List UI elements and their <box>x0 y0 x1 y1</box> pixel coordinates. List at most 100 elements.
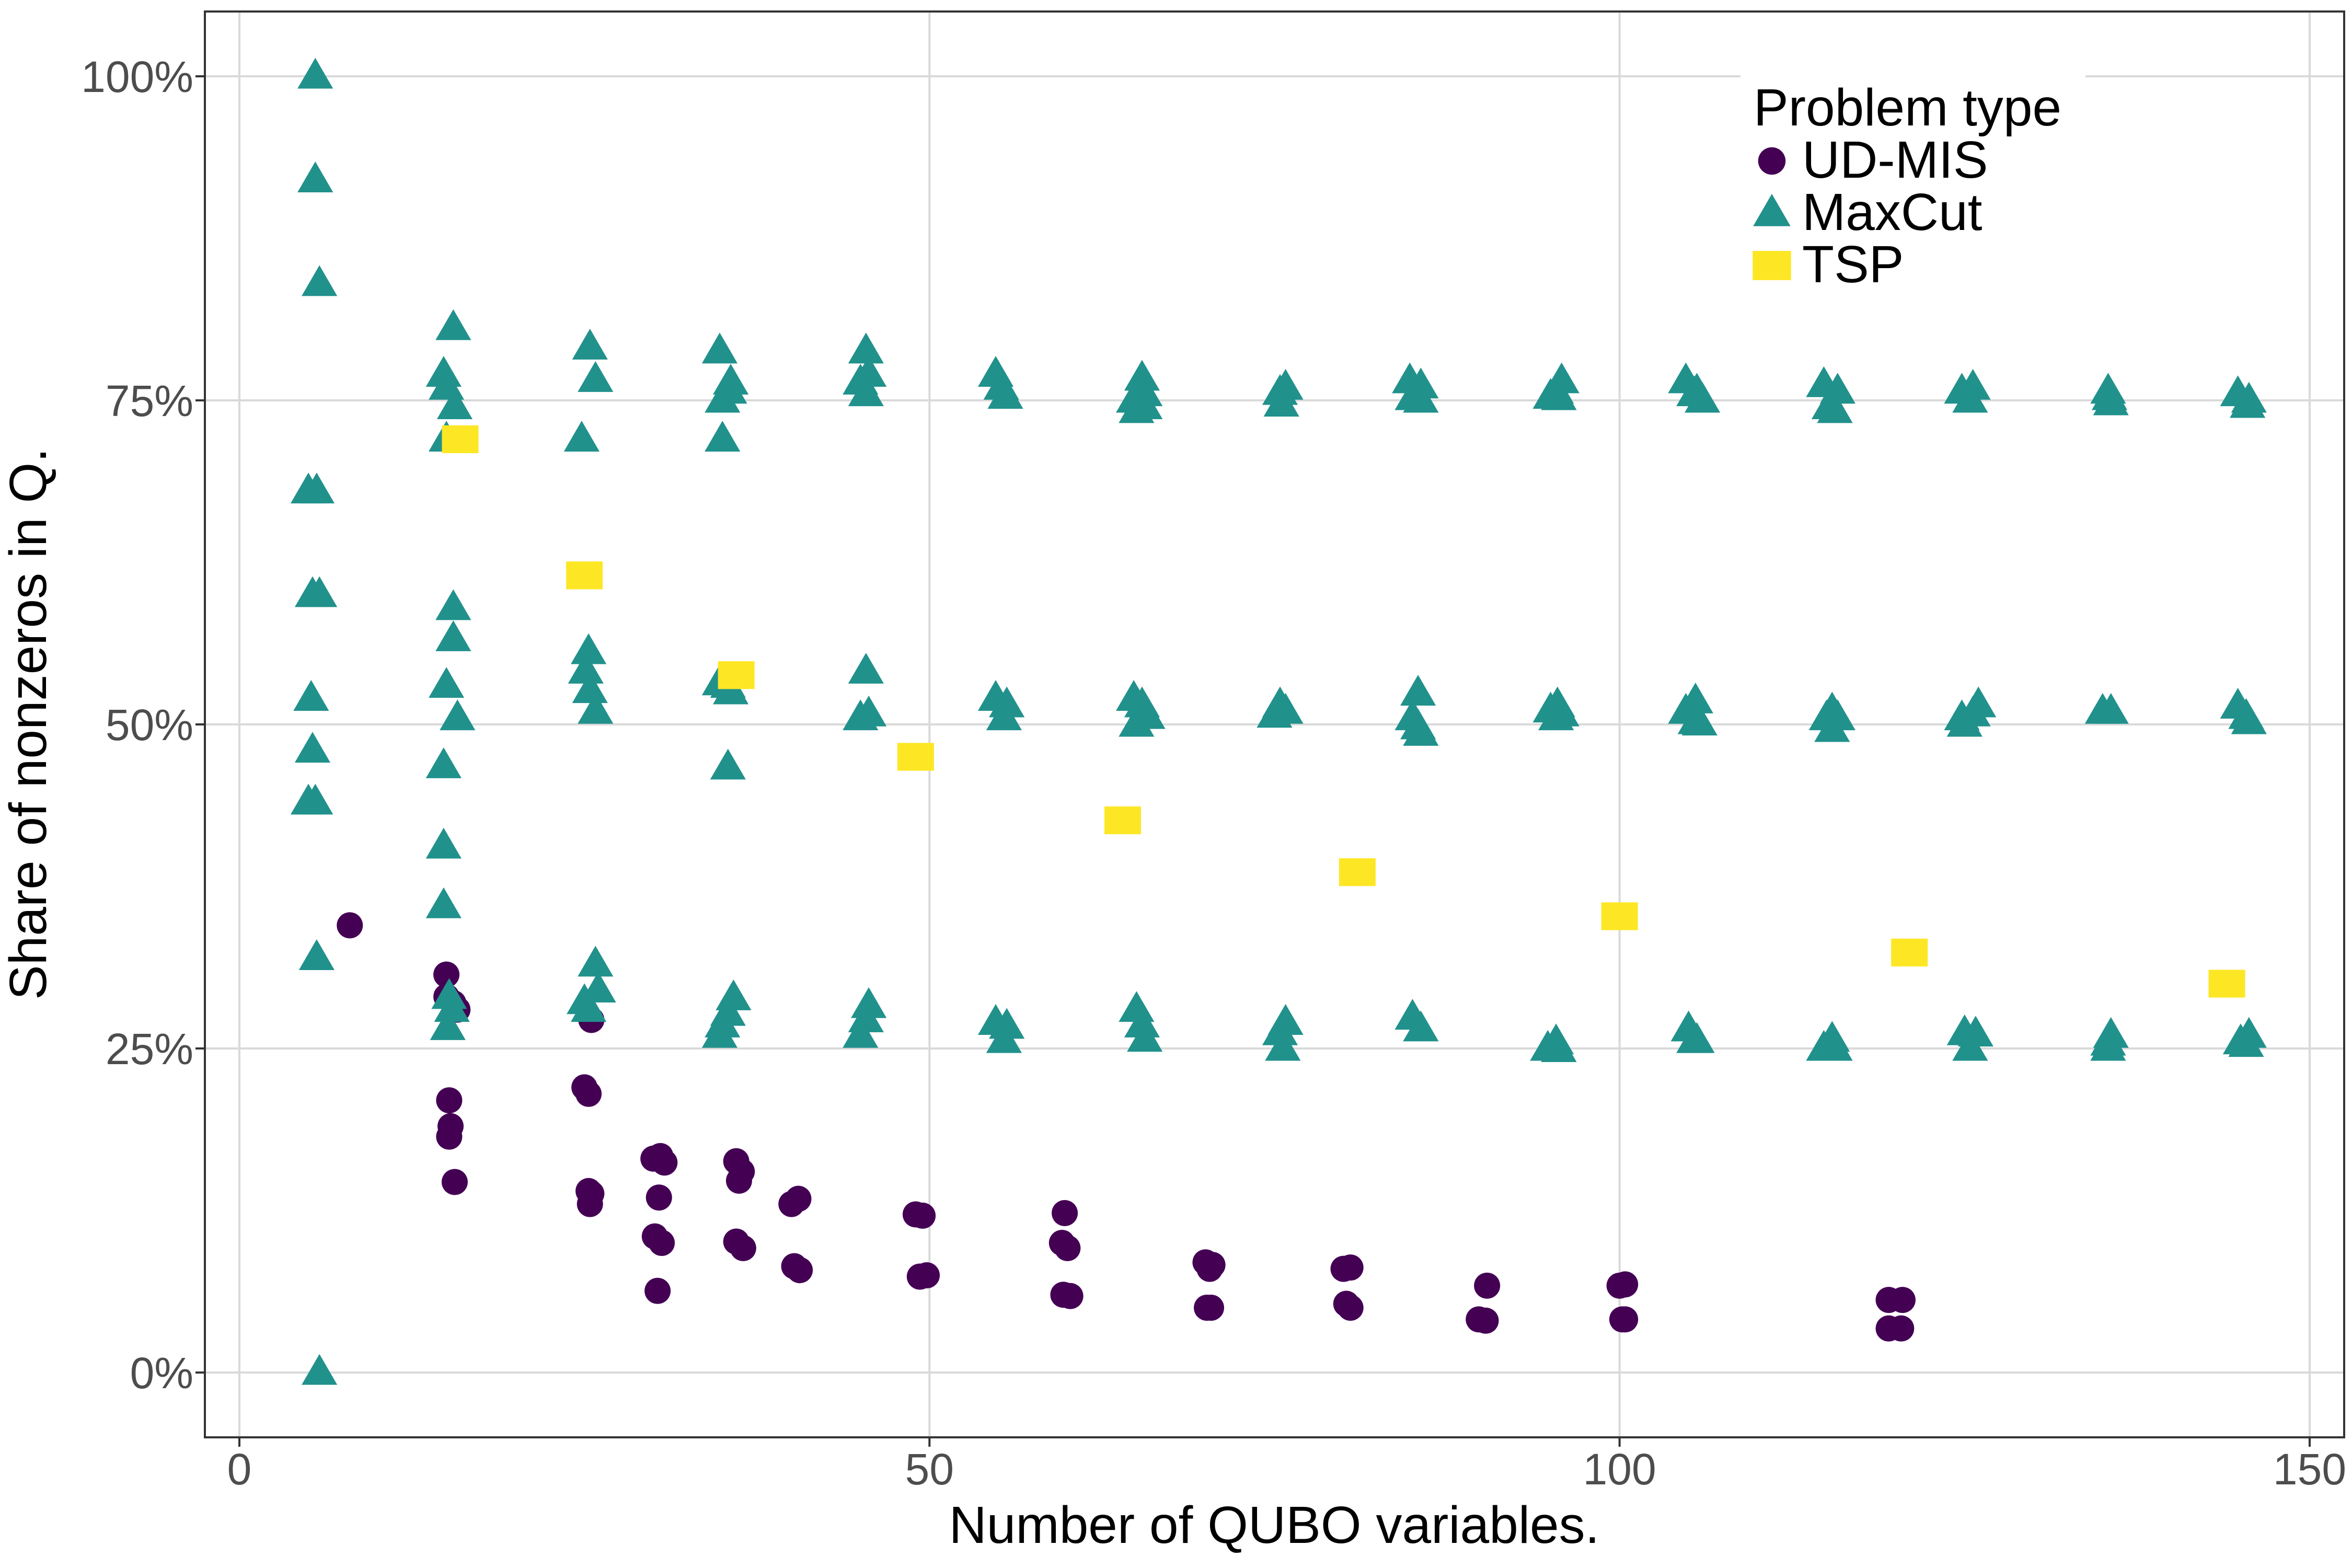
data-point <box>989 686 1025 718</box>
data-point <box>1127 1021 1163 1052</box>
data-point <box>297 783 333 815</box>
data-point <box>1888 1315 1915 1342</box>
data-point <box>433 961 460 988</box>
data-point <box>1262 1014 1298 1045</box>
data-point <box>1541 1031 1577 1063</box>
x-tick-label: 50 <box>905 1445 954 1494</box>
data-point <box>1946 706 1982 737</box>
data-point <box>302 1354 338 1385</box>
data-point <box>436 388 473 419</box>
legend-title: Problem type <box>1754 78 2061 137</box>
data-point <box>578 361 614 392</box>
data-point <box>785 1185 812 1212</box>
data-point <box>787 1257 813 1284</box>
data-point <box>1952 382 1988 413</box>
data-point <box>425 356 462 387</box>
data-point <box>1538 699 1574 731</box>
data-point <box>1403 382 1439 413</box>
data-point <box>2208 970 2245 998</box>
data-point <box>2228 1026 2264 1057</box>
data-point <box>2230 387 2266 418</box>
data-point <box>1263 386 1299 417</box>
data-point <box>1196 1255 1223 1282</box>
data-point <box>572 328 608 360</box>
data-point <box>1265 1030 1301 1061</box>
data-point <box>1679 1022 1715 1053</box>
data-point <box>1541 379 1577 410</box>
data-point <box>645 1184 672 1211</box>
x-tick-label: 0 <box>227 1445 252 1494</box>
y-tick-label: 25% <box>106 1024 193 1074</box>
data-point <box>710 748 746 780</box>
legend-background <box>1740 68 2085 303</box>
data-point <box>1612 1306 1639 1333</box>
data-point <box>2093 1017 2129 1048</box>
data-point <box>909 1202 936 1229</box>
data-point <box>1889 1287 1916 1313</box>
data-point <box>570 633 607 664</box>
data-point <box>297 162 333 192</box>
data-point <box>425 747 462 778</box>
data-point <box>1817 1030 1853 1061</box>
data-point <box>578 693 614 724</box>
data-point <box>1400 675 1436 706</box>
data-point <box>1612 1271 1639 1298</box>
data-point <box>718 661 755 689</box>
data-point <box>1681 705 1717 736</box>
legend-circle-icon <box>1758 147 1786 175</box>
data-point <box>2093 693 2129 724</box>
data-point <box>848 375 884 407</box>
series-maxcut <box>290 57 2267 1385</box>
data-point <box>434 991 470 1022</box>
data-point <box>570 991 607 1022</box>
y-tick-label: 75% <box>106 376 193 425</box>
data-point <box>1119 706 1155 737</box>
data-point <box>294 732 331 763</box>
data-point <box>644 1277 671 1304</box>
y-axis-title: Share of nonzeros in Q. <box>0 448 57 1000</box>
x-axis-title: Number of QUBO variables. <box>949 1496 1600 1554</box>
data-point <box>730 1235 756 1261</box>
data-point <box>701 332 738 364</box>
data-point <box>1891 938 1928 967</box>
data-point <box>435 589 471 620</box>
data-point <box>851 987 887 1018</box>
legend-triangle-icon <box>1753 193 1791 226</box>
data-point <box>293 680 329 711</box>
data-point <box>1814 711 1850 742</box>
data-point <box>1052 1200 1078 1226</box>
data-point <box>1054 1235 1081 1261</box>
data-point <box>1337 1295 1364 1321</box>
data-point <box>1057 1283 1083 1309</box>
data-point <box>843 1017 879 1048</box>
data-point <box>578 946 614 977</box>
data-point <box>914 1262 940 1288</box>
data-point <box>2090 1030 2126 1061</box>
data-point <box>1403 715 1439 746</box>
data-point <box>987 378 1023 409</box>
y-tick-label: 0% <box>130 1348 193 1398</box>
data-point <box>297 57 333 89</box>
data-point <box>435 309 471 340</box>
data-point <box>1601 902 1638 930</box>
data-point <box>441 1169 468 1195</box>
axis-ticks <box>195 75 2311 1447</box>
data-point <box>1685 382 1721 413</box>
data-point <box>568 652 604 684</box>
data-point <box>431 978 467 1009</box>
legend-label: TSP <box>1802 235 1904 294</box>
data-point <box>1256 697 1293 728</box>
data-point <box>572 672 608 704</box>
legend-square-icon <box>1753 251 1791 280</box>
data-point <box>1952 1030 1988 1061</box>
data-points <box>290 57 2267 1385</box>
data-point <box>701 1017 738 1048</box>
data-point <box>436 1123 463 1150</box>
data-point <box>986 1022 1022 1053</box>
data-point <box>302 265 338 296</box>
data-point <box>725 1167 752 1194</box>
data-point <box>705 421 741 452</box>
data-point <box>1955 368 1991 400</box>
